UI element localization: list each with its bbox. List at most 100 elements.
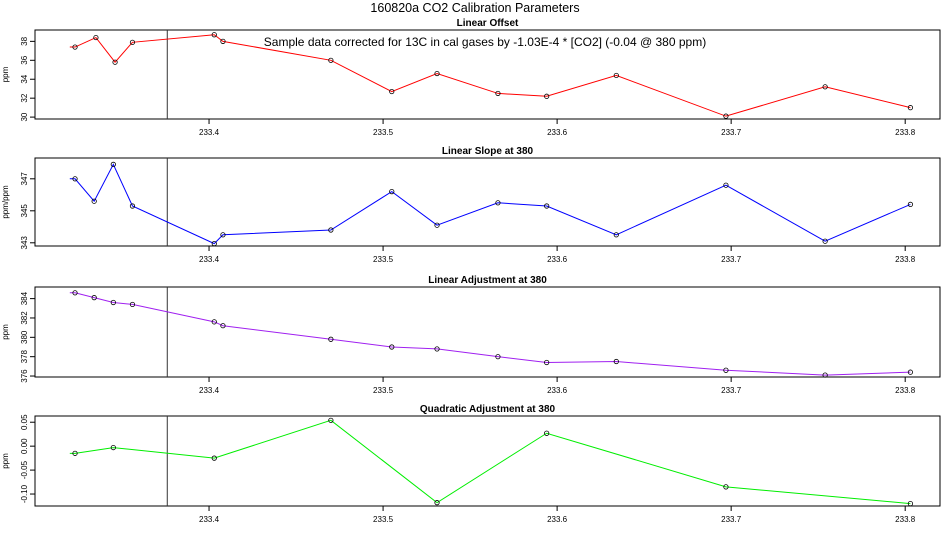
data-point bbox=[495, 90, 501, 97]
data-point bbox=[723, 484, 729, 490]
data-point bbox=[93, 34, 99, 41]
x-tick-label: 233.4 bbox=[199, 255, 220, 264]
data-point bbox=[112, 59, 118, 65]
data-point bbox=[220, 323, 226, 329]
y-tick-label: -0.05 bbox=[20, 460, 29, 479]
panel-title: Linear Adjustment at 380 bbox=[428, 275, 547, 286]
data-point bbox=[822, 238, 828, 244]
data-point bbox=[544, 203, 550, 209]
data-point bbox=[434, 222, 440, 228]
y-axis-label: ppm bbox=[1, 453, 10, 469]
data-point bbox=[723, 367, 729, 373]
data-point bbox=[91, 198, 97, 204]
data-point bbox=[907, 501, 914, 507]
data-point bbox=[328, 417, 334, 423]
x-tick-label: 233.4 bbox=[199, 128, 220, 137]
data-point bbox=[495, 354, 501, 360]
data-point bbox=[907, 105, 914, 111]
x-tick-label: 233.7 bbox=[721, 386, 742, 395]
x-tick-label: 233.5 bbox=[373, 386, 394, 395]
y-tick-label: 38 bbox=[20, 36, 29, 45]
correction-annotation: Sample data corrected for 13C in cal gas… bbox=[264, 35, 706, 49]
data-point bbox=[220, 38, 226, 44]
x-tick-label: 233.7 bbox=[721, 255, 742, 264]
x-tick-label: 233.6 bbox=[547, 255, 568, 264]
panel-0: Linear Offset 233.4 233.5 233.6 233.7 233.8 30… bbox=[1, 18, 941, 137]
data-point bbox=[211, 32, 217, 38]
y-tick-label: 30 bbox=[20, 112, 29, 121]
data-point bbox=[495, 200, 501, 206]
data-point bbox=[389, 88, 395, 95]
panel-2: Linear Adjustment at 380 233.4 233.5 233.6 2… bbox=[1, 275, 941, 395]
x-tick-label: 233.5 bbox=[373, 128, 394, 137]
y-tick-label: 0.00 bbox=[20, 438, 29, 454]
data-point bbox=[220, 232, 226, 238]
x-tick-label: 233.7 bbox=[721, 515, 742, 524]
y-tick-label: 378 bbox=[20, 349, 29, 363]
data-point bbox=[723, 182, 729, 188]
y-tick-label: 382 bbox=[20, 311, 29, 325]
x-tick-label: 233.7 bbox=[721, 128, 742, 137]
data-point bbox=[434, 500, 440, 506]
y-tick-label: 32 bbox=[20, 93, 29, 102]
data-point bbox=[91, 295, 97, 301]
plot-frame bbox=[34, 157, 941, 247]
data-point bbox=[434, 70, 440, 77]
y-tick-label: 347 bbox=[20, 172, 29, 186]
plot-frame bbox=[34, 286, 941, 378]
y-tick-label: 380 bbox=[20, 330, 29, 344]
data-point bbox=[328, 57, 334, 63]
data-point bbox=[72, 44, 78, 50]
data-point bbox=[72, 176, 78, 182]
y-tick-label: 36 bbox=[20, 55, 29, 64]
data-point bbox=[389, 344, 395, 350]
y-tick-label: 384 bbox=[20, 291, 29, 305]
data-point bbox=[211, 455, 217, 461]
data-point bbox=[434, 346, 440, 352]
data-point bbox=[211, 241, 217, 247]
panel-3: Quadratic Adjustment at 380 233.4 233.5 233… bbox=[1, 404, 941, 524]
x-tick-label: 233.6 bbox=[547, 386, 568, 395]
data-point bbox=[129, 39, 136, 45]
data-point bbox=[129, 203, 136, 209]
data-point bbox=[613, 232, 619, 238]
y-axis-label: ppm bbox=[1, 66, 10, 82]
data-point bbox=[110, 444, 116, 451]
x-tick-label: 233.8 bbox=[895, 515, 916, 524]
x-tick-label: 233.5 bbox=[373, 255, 394, 264]
series-line bbox=[69, 163, 911, 245]
x-tick-label: 233.4 bbox=[199, 515, 220, 524]
data-point bbox=[822, 372, 828, 378]
panel-1: Linear Slope at 380 233.4 233.5 233.6 233.7 2… bbox=[1, 146, 941, 264]
plot-frame bbox=[34, 29, 941, 120]
data-point bbox=[110, 161, 116, 167]
x-tick-label: 233.6 bbox=[547, 515, 568, 524]
y-axis-label: ppm bbox=[1, 324, 10, 340]
panel-title: Linear Slope at 380 bbox=[442, 146, 534, 157]
data-point bbox=[129, 301, 136, 308]
data-point bbox=[723, 113, 729, 119]
panel-title: Linear Offset bbox=[457, 18, 519, 29]
data-point bbox=[389, 189, 395, 195]
data-point bbox=[328, 336, 334, 342]
data-point bbox=[211, 319, 217, 325]
data-point bbox=[110, 299, 116, 306]
data-point bbox=[613, 358, 619, 365]
y-tick-label: 343 bbox=[20, 236, 29, 250]
data-point bbox=[544, 359, 550, 366]
data-point bbox=[907, 369, 914, 375]
figure-title: 160820a CO2 Calibration Parameters bbox=[370, 1, 579, 15]
x-tick-label: 233.6 bbox=[547, 128, 568, 137]
y-tick-label: 34 bbox=[20, 74, 29, 83]
plot-frame bbox=[34, 415, 941, 507]
y-axis-label: ppm/ppm bbox=[1, 185, 10, 219]
y-tick-label: -0.10 bbox=[20, 484, 29, 503]
series-line bbox=[69, 419, 911, 505]
data-point bbox=[72, 450, 78, 456]
y-tick-label: 0.05 bbox=[20, 414, 29, 430]
data-point bbox=[72, 290, 78, 296]
y-tick-label: 376 bbox=[20, 369, 29, 383]
y-tick-label: 345 bbox=[20, 204, 29, 218]
data-point bbox=[544, 430, 550, 436]
